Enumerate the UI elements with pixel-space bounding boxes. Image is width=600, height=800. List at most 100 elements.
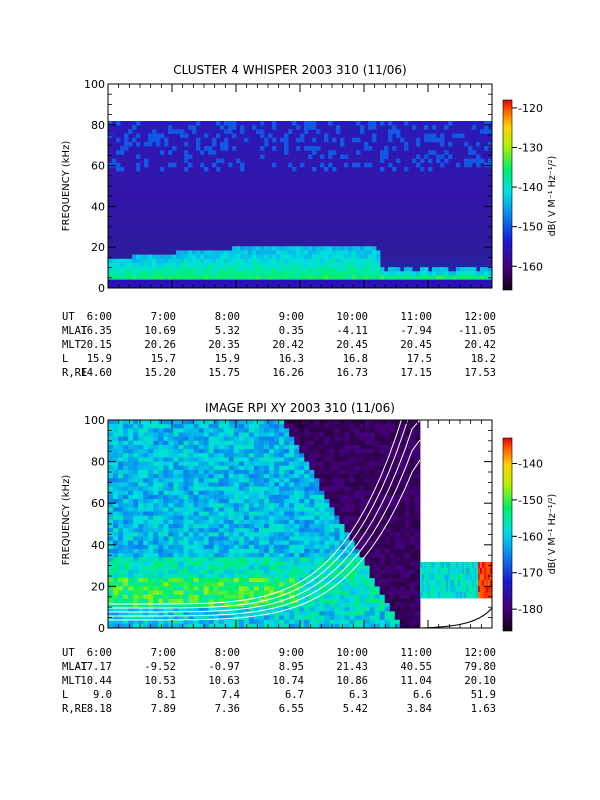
rpi-heatmap-cell [208,507,215,512]
rpi-heatmap-cell [409,557,416,562]
rpi-heatmap-cell [394,482,401,487]
cluster-heatmap-cell [212,141,217,147]
rpi-heatmap-cell [168,561,174,566]
rpi-heatmap-cell [163,619,169,625]
rpi-heatmap-cell [193,486,199,492]
rpi-heatmap-cell [264,465,270,471]
cluster-heatmap-cell [328,250,333,255]
cluster-heatmap-cell [140,262,145,268]
cluster-heatmap-cell [388,267,393,272]
rpi-heatmap-cell [384,565,391,571]
rpi-heatmap-cell [379,478,386,483]
rpi-heatmap-cell [319,420,325,425]
cluster-heatmap-cell [168,254,173,260]
rpi-heatmap-cell [399,494,406,500]
cluster-heatmap-cell [156,267,161,272]
cluster-heatmap-cell [332,262,337,268]
rpi-heatmap-cell [128,586,134,591]
rpi-heatmap-cell [349,424,355,429]
rpi-heatmap-cell [264,524,270,529]
rpi-heatmap-cell [284,420,290,425]
rpi-heatmap-cell [399,607,406,612]
cluster-heatmap-cell [464,158,469,164]
rpi-heatmap-cell [173,540,179,546]
rpi-heatmap-cell [284,544,290,550]
rpi-heatmap-cell [324,486,330,492]
rpi-heatmap-cell [394,524,401,529]
rpi-heatmap-cell [399,557,406,562]
rpi-heatmap-cell [118,474,124,479]
rpi-heatmap-cell [138,557,144,562]
rpi-heatmap-cell [354,453,361,458]
cluster-heatmap-cell [440,275,445,281]
cluster-heatmap-cell [228,129,233,134]
rpi-heatmap-cell [369,465,376,471]
cluster-heatmap-cell [168,125,173,130]
rpi-heatmap-cell [319,432,325,438]
rpi-heatmap-cell [319,586,325,591]
rpi-late-cell [460,574,463,581]
cluster-heatmap-cell [404,271,409,276]
cluster-heatmap-cell [128,283,133,289]
rpi-heatmap-cell [183,469,189,475]
cluster-heatmap-cell [452,133,457,139]
ephemeris-value: 9.0 [93,689,112,701]
rpi-heatmap-cell [168,519,174,525]
cluster-heatmap-cell [196,262,201,268]
rpi-heatmap-cell [173,453,179,458]
cluster-heatmap-cell [388,133,393,139]
rpi-heatmap-cell [233,490,240,496]
cluster-heatmap-cell [344,254,349,260]
cluster-heatmap-cell [332,150,337,155]
rpi-heatmap-cell [113,490,119,496]
rpi-heatmap-cell [193,469,199,475]
rpi-heatmap-cell [269,424,275,429]
cluster-heatmap-cell [240,162,245,168]
rpi-heatmap-cell [374,586,381,591]
rpi-heatmap-cell [359,453,366,458]
rpi-heatmap-cell [138,465,144,471]
rpi-heatmap-cell [173,515,179,521]
cluster-heatmap-cell [112,283,117,289]
rpi-heatmap-cell [178,623,184,629]
rpi-heatmap-cell [364,499,371,504]
rpi-heatmap-cell [258,573,265,579]
rpi-heatmap-cell [394,424,401,429]
cluster-heatmap-cell [204,133,209,139]
rpi-heatmap-cell [183,453,189,458]
rpi-heatmap-cell [238,444,245,450]
rpi-late-cell [476,574,479,581]
rpi-heatmap-cell [133,469,139,475]
rpi-heatmap-cell [123,582,129,587]
cluster-heatmap-cell [296,279,301,285]
cluster-heatmap-cell [288,246,293,251]
cluster-heatmap-cell [352,262,357,268]
y-tick-label: 20 [91,580,105,593]
cluster-heatmap-cell [200,250,205,255]
rpi-heatmap-cell [123,428,129,433]
rpi-heatmap-cell [294,569,300,575]
cluster-heatmap-cell [456,162,461,168]
rpi-heatmap-cell [264,482,270,487]
rpi-heatmap-cell [394,553,401,558]
rpi-heatmap-cell [178,540,184,546]
rpi-heatmap-cell [329,453,335,458]
rpi-heatmap-cell [269,536,275,542]
rpi-heatmap-cell [223,603,230,608]
rpi-heatmap-cell [128,482,134,487]
rpi-heatmap-cell [409,611,416,616]
cluster-heatmap-cell [176,250,181,255]
rpi-heatmap-cell [203,465,210,471]
rpi-late-cell [452,574,455,581]
rpi-heatmap-cell [384,561,391,566]
rpi-heatmap-cell [118,424,124,429]
rpi-heatmap-cell [284,465,290,471]
rpi-late-cell [458,592,461,599]
rpi-heatmap-cell [269,478,275,483]
ephemeris-value: 15.9 [87,353,112,365]
rpi-heatmap-cell [389,586,396,591]
rpi-heatmap-cell [108,623,114,629]
rpi-late-cell [470,592,473,599]
cluster-heatmap-cell [416,137,421,143]
rpi-late-cell [486,586,489,593]
